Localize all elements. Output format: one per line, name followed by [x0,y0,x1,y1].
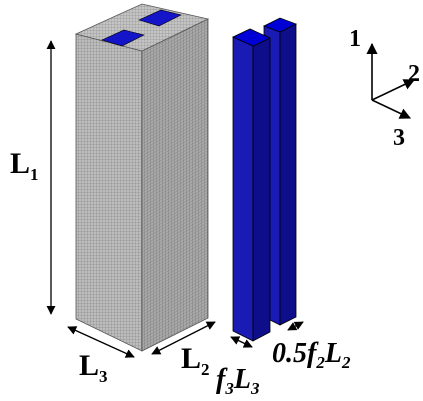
f3l3-arrow [230,336,253,348]
matrix-top-fiber-patch-2 [138,9,182,27]
label-l1: L1 [10,147,39,184]
half-f2l2-arrow [287,321,304,331]
fiber-front-front-face [232,36,254,342]
label-f3l3: f3L3 [216,364,260,398]
label-half-f2l2: 0.5f2L2 [272,338,351,372]
fiber-front [232,28,271,342]
axis-3-label: 3 [393,125,405,151]
fibers [232,17,297,342]
matrix-front-face [75,33,143,352]
axis-2-label: 2 [408,61,420,87]
matrix-top-fiber-patch-1 [101,29,145,47]
fiber-back [263,17,297,326]
label-l2: L2 [181,342,210,379]
coordinate-axes [366,42,416,119]
fiber-back-top-face [263,17,297,33]
fiber-back-side-face [279,23,297,326]
l3-arrow [67,326,135,358]
fiber-front-side-face [252,37,271,342]
axis-2-line [371,79,416,101]
dimension-arrows [46,40,304,358]
matrix-block [74,3,210,352]
matrix-side-face [141,18,209,352]
l2-arrow [151,321,216,355]
axis-3-line [371,99,412,119]
label-l3: L3 [79,349,108,386]
axis-1-label: 1 [349,26,361,52]
